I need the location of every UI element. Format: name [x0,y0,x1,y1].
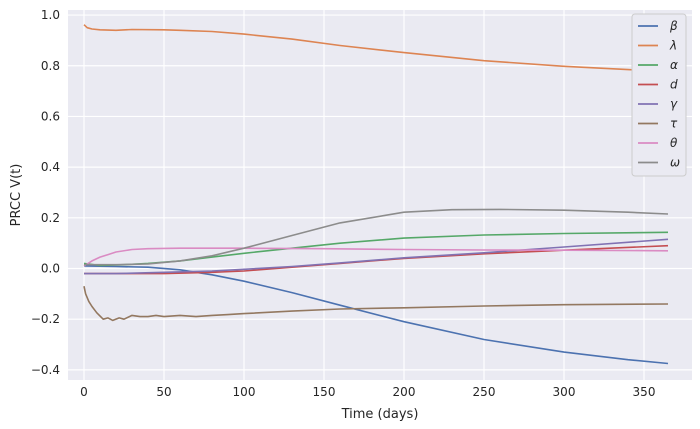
y-tick-label: 1.0 [41,8,60,22]
y-tick-label: 0.2 [41,211,60,225]
y-tick-label: −0.4 [31,363,60,377]
x-tick-label: 350 [633,385,656,399]
x-tick-label: 200 [393,385,416,399]
x-tick-label: 300 [553,385,576,399]
legend-label: d [670,78,678,92]
legend-label: α [670,58,678,72]
x-tick-label: 150 [313,385,336,399]
y-tick-label: 0.6 [41,109,60,123]
y-tick-label: −0.2 [31,312,60,326]
x-tick-label: 50 [156,385,171,399]
y-axis-ticks: −0.4 −0.2 0.0 0.2 0.4 0.6 0.8 1.0 [31,8,60,377]
plot-background [68,10,692,380]
y-tick-label: 0.0 [41,261,60,275]
series-line [83,265,669,365]
series-line [84,238,669,275]
x-axis-ticks: 0 50 100 150 200 250 300 350 [80,385,655,399]
legend-label: τ [670,117,678,131]
x-tick-label: 250 [473,385,496,399]
series-line [83,286,669,322]
legend-label: γ [670,97,678,111]
series-lines [83,24,669,365]
series-line [84,208,669,266]
legend-label: β [669,19,678,33]
x-tick-label: 100 [233,385,256,399]
y-tick-label: 0.4 [41,160,60,174]
legend-label: ω [670,156,680,170]
legend-label: θ [670,136,678,150]
x-axis-label: Time (days) [341,407,419,422]
y-tick-label: 0.8 [41,59,60,73]
y-axis-label: PRCC V(t) [9,164,24,227]
legend-box [631,13,687,177]
legend-label: λ [669,39,677,53]
series-line [83,24,669,73]
x-tick-label: 0 [80,385,88,399]
series-line [83,247,669,267]
